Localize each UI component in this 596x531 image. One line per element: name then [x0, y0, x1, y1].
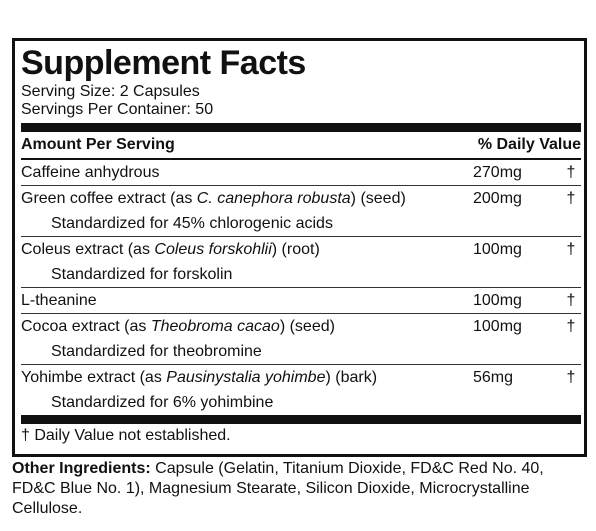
part: ) (seed) — [279, 317, 335, 335]
note-row: Standardized for 45% chlorogenic acids — [21, 211, 581, 237]
source: Pausinystalia yohimbe — [166, 368, 326, 386]
thick-rule — [21, 415, 581, 424]
daily-value: † — [566, 163, 576, 181]
amount: 100mg — [473, 317, 522, 335]
daily-value: † — [566, 291, 576, 309]
ingredient-name: Coleus extract (as Coleus forskohlii) (r… — [21, 241, 473, 259]
note: Standardized for theobromine — [51, 342, 262, 360]
ingredient-row: L-theanine 100mg † — [21, 288, 581, 314]
other-label: Other Ingredients: — [12, 460, 151, 477]
source: Coleus forskohlii — [154, 240, 272, 258]
header-amount: Amount Per Serving — [21, 136, 175, 153]
note-row: Standardized for theobromine — [21, 339, 581, 365]
ingredient-name: Yohimbe extract (as Pausinystalia yohimb… — [21, 369, 473, 387]
amount: 200mg — [473, 189, 522, 207]
part: ) (bark) — [325, 368, 378, 386]
source: C. canephora robusta — [196, 189, 351, 207]
title: Supplement Facts — [21, 44, 306, 82]
note-row: Standardized for 6% yohimbine — [21, 390, 581, 415]
ingredient-name: Caffeine anhydrous — [21, 164, 473, 182]
header-daily-value: % Daily Value — [477, 136, 581, 153]
note: Standardized for 45% chlorogenic acids — [51, 214, 333, 232]
amount: 56mg — [473, 368, 514, 386]
daily-value: † — [566, 317, 576, 335]
amount: 270mg — [473, 163, 522, 181]
daily-value: † — [566, 368, 576, 386]
ingredient-row: Green coffee extract (as C. canephora ro… — [21, 186, 581, 211]
ingredient-name: L-theanine — [21, 292, 473, 310]
note-row: Standardized for forskolin — [21, 262, 581, 288]
thick-rule — [21, 123, 581, 132]
ingredient-row: Caffeine anhydrous 270mg † — [21, 160, 581, 186]
daily-value: † — [566, 240, 576, 258]
name: Yohimbe extract (as — [21, 368, 162, 386]
name: Caffeine anhydrous — [21, 163, 160, 181]
serving-size: Serving Size: 2 Capsules — [21, 83, 200, 100]
amount: 100mg — [473, 291, 522, 309]
ingredient-row: Coleus extract (as Coleus forskohlii) (r… — [21, 237, 581, 262]
name: L-theanine — [21, 291, 97, 309]
servings-per-container: Servings Per Container: 50 — [21, 101, 214, 118]
part: ) (root) — [271, 240, 320, 258]
source: Theobroma cacao — [150, 317, 280, 335]
rows: Caffeine anhydrous 270mg † Green coffee ext… — [21, 160, 581, 415]
ingredient-row: Cocoa extract (as Theobroma cacao) (seed… — [21, 314, 581, 339]
other-text: Capsule (Gelatin, Titanium Dioxide, FD&C… — [12, 460, 544, 517]
header-row: Amount Per Serving % Daily Value — [21, 132, 581, 160]
part: ) (seed) — [350, 189, 406, 207]
facts-panel: Supplement Facts Serving Size: 2 Capsule… — [12, 38, 587, 457]
ingredient-name: Green coffee extract (as C. canephora ro… — [21, 190, 473, 208]
name: Coleus extract (as — [21, 240, 150, 258]
name: Green coffee extract (as — [21, 189, 193, 207]
amount: 100mg — [473, 240, 522, 258]
name: Cocoa extract (as — [21, 317, 147, 335]
note: Standardized for forskolin — [51, 265, 233, 283]
note: Standardized for 6% yohimbine — [51, 393, 274, 411]
ingredient-name: Cocoa extract (as Theobroma cacao) (seed… — [21, 318, 473, 336]
footnote: † Daily Value not established. — [21, 427, 231, 444]
daily-value: † — [566, 189, 576, 207]
other-ingredients: Other Ingredients: Capsule (Gelatin, Tit… — [12, 459, 572, 519]
ingredient-row: Yohimbe extract (as Pausinystalia yohimb… — [21, 365, 581, 390]
